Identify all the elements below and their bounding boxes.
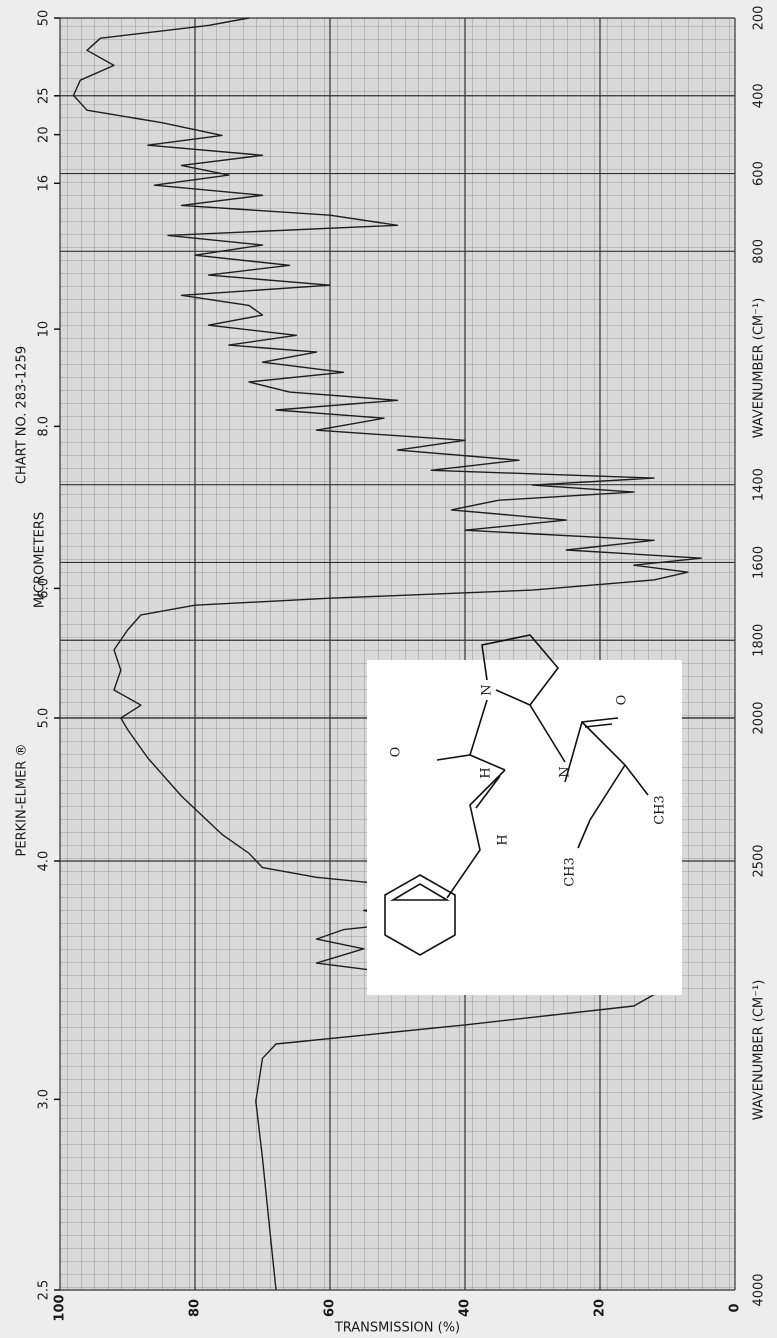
x2-axis-label: MICROMETERS bbox=[33, 512, 48, 608]
x2-tick-label: 3.0 bbox=[37, 1089, 52, 1110]
x-axis-label: WAVENUMBER (CM⁻¹) bbox=[752, 980, 767, 1121]
y-tick-label: 40 bbox=[458, 1299, 473, 1317]
x-tick-label: 2000 bbox=[752, 701, 767, 734]
x-tick-label: 2500 bbox=[752, 844, 767, 877]
x2-tick-label: 16 bbox=[37, 175, 52, 192]
structure-label: CH3 bbox=[653, 795, 668, 825]
x2-tick-label: 25 bbox=[37, 88, 52, 105]
x-tick-label: 4000 bbox=[752, 1273, 767, 1306]
y-tick-label: 100 bbox=[53, 1294, 68, 1321]
x-tick-label: 1800 bbox=[752, 624, 767, 657]
x-tick-label: 400 bbox=[752, 83, 767, 108]
x-axis-label: WAVENUMBER (CM⁻¹) bbox=[752, 298, 767, 439]
x2-tick-label: 4.0 bbox=[37, 851, 52, 872]
x-tick-label: 200 bbox=[752, 6, 767, 31]
y-tick-label: 20 bbox=[593, 1299, 608, 1317]
y-tick-label: 60 bbox=[323, 1299, 338, 1317]
x2-tick-label: 10 bbox=[37, 321, 52, 338]
chart-subtitle: CHART NO. 283-1259 bbox=[15, 346, 30, 484]
x-tick-label: 1400 bbox=[752, 468, 767, 501]
y-tick-label: 0 bbox=[728, 1303, 743, 1312]
page: {"chart_data": { "type": "line", "title"… bbox=[0, 0, 777, 1338]
y-axis-label: TRANSMISSION (%) bbox=[334, 1321, 460, 1336]
structure-label: H bbox=[479, 767, 494, 778]
chart: 0 20 40 60 80 100 4000 2500 2000 1800 1600 1400 800 6… bbox=[0, 0, 777, 1338]
x-tick-label: 1600 bbox=[752, 546, 767, 579]
x2-tick-label: 2.5 bbox=[37, 1280, 52, 1301]
structure-label: CH3 bbox=[563, 857, 578, 887]
y-tick-label: 80 bbox=[188, 1299, 203, 1317]
x2-tick-label: 20 bbox=[37, 126, 52, 143]
structure-label: N bbox=[480, 684, 495, 695]
x-tick-label: 800 bbox=[752, 239, 767, 264]
structure-label: N bbox=[558, 766, 573, 777]
x2-tick-label: 50 bbox=[37, 10, 52, 27]
x-tick-label: 600 bbox=[752, 161, 767, 186]
x2-tick-label: 5.0 bbox=[37, 708, 52, 729]
chart-title: PERKIN-ELMER ® bbox=[15, 744, 30, 857]
structure-box bbox=[367, 660, 682, 995]
x2-tick-label: 8.0 bbox=[37, 416, 52, 437]
structure-label: H bbox=[496, 834, 511, 845]
structure-label: O bbox=[615, 695, 630, 706]
structure-label: O bbox=[389, 747, 404, 758]
minor-grid bbox=[60, 18, 735, 1290]
structure bbox=[367, 635, 682, 995]
